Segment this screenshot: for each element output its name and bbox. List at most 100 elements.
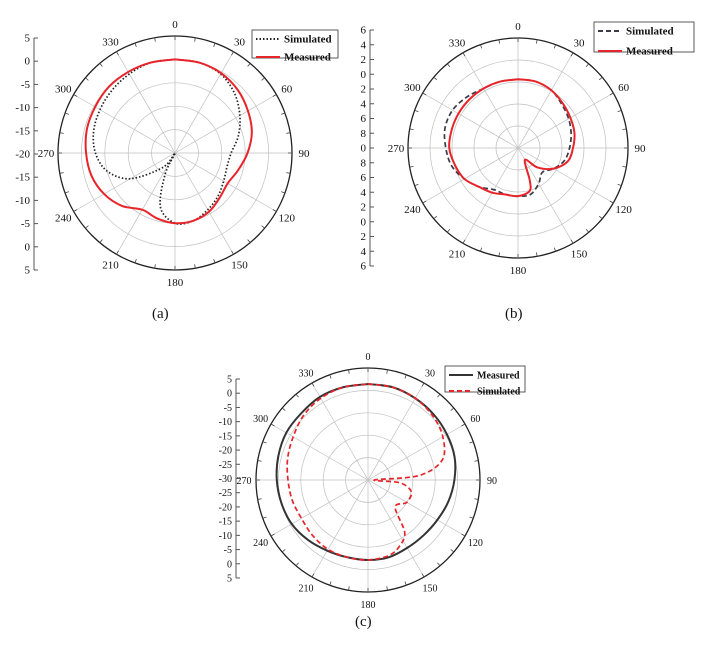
legend-a: Simulated Measured <box>251 29 339 64</box>
grid-spoke <box>517 147 614 204</box>
angle-label: 90 <box>487 476 497 487</box>
grid-spoke <box>517 92 614 149</box>
angle-tick <box>414 110 419 113</box>
grid-spoke <box>462 52 519 149</box>
angle-tick <box>231 51 234 56</box>
angle-tick <box>617 183 622 186</box>
angle-tick <box>536 252 538 257</box>
angle-label: 270 <box>388 143 405 155</box>
radial-tick-label: -2 <box>360 84 366 96</box>
grid-spoke <box>73 94 176 154</box>
grid-spoke <box>270 423 369 481</box>
angle-tick <box>433 215 438 220</box>
angle-tick <box>474 498 479 500</box>
angle-tick <box>213 42 216 47</box>
grid-spoke <box>367 423 466 481</box>
angle-tick <box>134 42 137 47</box>
angle-label: 210 <box>449 249 466 261</box>
angle-tick <box>498 252 500 257</box>
angle-tick <box>262 516 267 519</box>
angle-label: 30 <box>574 37 586 49</box>
angle-tick <box>404 374 407 379</box>
angle-tick <box>348 586 350 591</box>
radial-tick-label: -5 <box>21 79 31 91</box>
legend-label: Simulated <box>626 26 674 38</box>
angle-tick <box>598 215 603 220</box>
radial-tick-label: -10 <box>360 143 366 155</box>
angle-tick <box>311 573 315 578</box>
angle-tick <box>194 264 196 269</box>
angle-tick <box>73 94 78 97</box>
radial-tick-label: 0 <box>227 389 232 400</box>
angle-tick <box>421 382 425 387</box>
angle-label: 120 <box>615 204 632 216</box>
angle-label: 180 <box>510 265 527 277</box>
angle-tick <box>414 183 419 186</box>
legend-label: Simulated <box>477 387 521 398</box>
radial-tick-label: -30 <box>219 474 232 485</box>
angle-tick <box>286 132 291 134</box>
grid-spoke <box>517 52 574 149</box>
radial-tick-label: -5 <box>224 545 232 556</box>
angle-tick <box>461 423 466 427</box>
angle-tick <box>570 239 574 244</box>
angle-tick <box>480 44 483 49</box>
angle-tick <box>85 77 89 81</box>
angle-tick <box>348 369 350 374</box>
angle-tick <box>116 250 119 255</box>
angle-label: 300 <box>404 82 421 94</box>
legend-label: Measured <box>626 46 673 58</box>
angle-tick <box>404 581 407 586</box>
angle-tick <box>311 382 315 387</box>
radial-tick-label: -25 <box>219 460 232 471</box>
radial-tick-label: -2 <box>360 202 366 214</box>
angle-tick <box>134 259 137 264</box>
grid-spoke <box>517 147 574 244</box>
angle-label: 270 <box>237 476 252 487</box>
angle-tick <box>262 441 267 444</box>
angle-label: 330 <box>299 369 314 380</box>
legend-label: Measured <box>477 371 520 382</box>
angle-label: 150 <box>423 583 438 594</box>
angle-label: 90 <box>635 143 647 155</box>
polar-chart-a: 0 30 60 90 120 150 180 210 240 270 300 330 5 0 -5 -10 -1… <box>0 0 360 290</box>
caption-b: (b) <box>505 306 523 322</box>
angle-label: 0 <box>366 352 371 363</box>
angle-tick <box>409 166 414 168</box>
angle-tick <box>257 460 262 462</box>
radial-tick-label: 0 <box>25 241 31 253</box>
radial-tick-label: -5 <box>224 403 232 414</box>
legend-box <box>444 365 526 393</box>
grid-spoke <box>174 152 234 255</box>
radial-tick-label: 4 <box>361 39 367 51</box>
angle-tick <box>386 586 388 591</box>
grid-spoke <box>116 51 176 154</box>
angle-tick <box>433 76 438 81</box>
radial-tick-label: 2 <box>361 54 367 66</box>
radial-tick-label: 6 <box>361 261 367 273</box>
legend-label: Measured <box>284 52 331 64</box>
radial-axis-b: 6 4 2 0 -2 -4 -6 -8 -10 -8 -6 -4 -2 0 2 4 6 <box>360 25 374 273</box>
angle-label: 60 <box>470 414 480 425</box>
radial-tick-label: 5 <box>227 574 232 585</box>
angle-tick <box>270 423 275 427</box>
radial-tick-label: 0 <box>227 559 232 570</box>
angle-label: 300 <box>55 84 72 96</box>
legend-c: Measured Simulated <box>444 365 526 398</box>
polar-chart-b-svg: 03060901201501802102402703003306420-2-4-… <box>360 21 695 277</box>
radial-tick-label: -20 <box>15 149 30 161</box>
angle-label: 240 <box>253 538 268 549</box>
radial-tick-label: 5 <box>25 265 31 277</box>
angle-label: 120 <box>468 538 483 549</box>
series-measured-line <box>448 78 576 198</box>
legend-b: Simulated Measured <box>593 21 695 58</box>
radial-tick-label: -4 <box>360 98 366 110</box>
angle-label: 120 <box>278 213 295 225</box>
radial-tick-label: -15 <box>219 431 232 442</box>
angle-tick <box>446 63 451 68</box>
angle-label: 330 <box>102 36 119 48</box>
grid-spoke <box>367 479 466 537</box>
angle-tick <box>85 225 89 229</box>
radial-tick-label: 0 <box>361 69 367 81</box>
angle-tick <box>450 407 455 411</box>
